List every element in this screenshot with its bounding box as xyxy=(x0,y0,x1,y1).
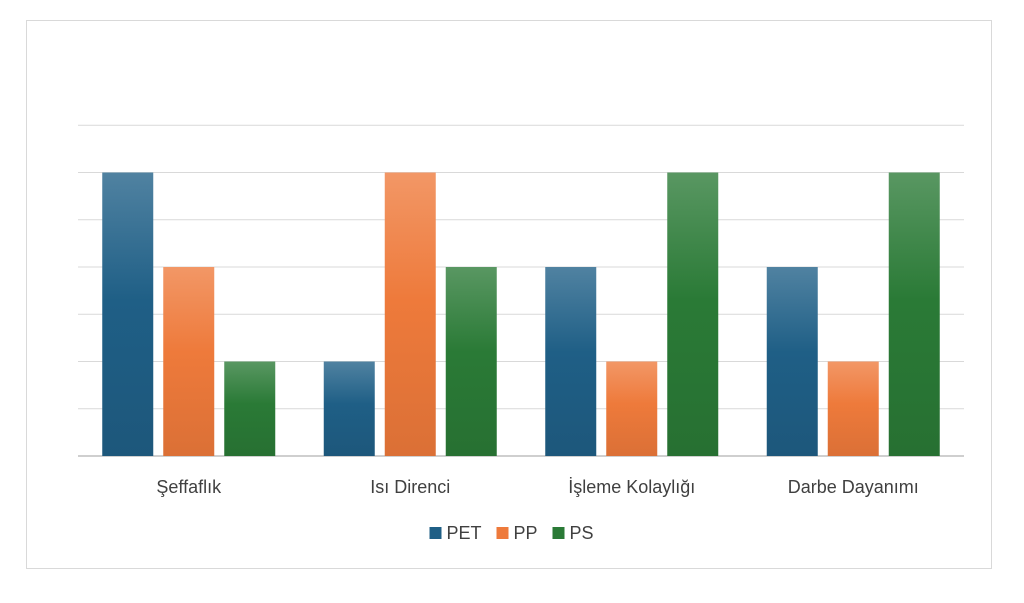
bar-pet-2 xyxy=(545,267,597,456)
bar-pet-3 xyxy=(766,267,818,456)
x-tick-labels: Şeffaflık Isı Direnci İşleme Kolaylığı Darb… xyxy=(156,477,918,497)
bar-ps-2 xyxy=(667,172,719,456)
bar-pet-0 xyxy=(102,172,154,456)
bar-ps-0 xyxy=(224,361,276,456)
x-tick-label: Darbe Dayanımı xyxy=(788,477,919,497)
bar-pp-2 xyxy=(606,361,658,456)
x-tick-label: Şeffaflık xyxy=(156,477,222,497)
legend-label-pp: PP xyxy=(514,523,538,543)
legend-swatch-pp xyxy=(496,527,509,539)
bars xyxy=(102,172,940,456)
bar-pp-0 xyxy=(163,267,215,456)
legend: PET PP PS xyxy=(429,523,594,543)
legend-swatch-ps xyxy=(552,527,565,539)
x-tick-label: İşleme Kolaylığı xyxy=(568,477,695,497)
bar-pp-3 xyxy=(827,361,879,456)
legend-swatch-pet xyxy=(429,527,442,539)
x-tick-label: Isı Direnci xyxy=(370,477,450,497)
legend-label-pet: PET xyxy=(447,523,482,543)
legend-label-ps: PS xyxy=(570,523,594,543)
bar-pet-1 xyxy=(323,361,375,456)
bar-pp-1 xyxy=(384,172,436,456)
bar-ps-3 xyxy=(888,172,940,456)
bar-ps-1 xyxy=(445,267,497,456)
